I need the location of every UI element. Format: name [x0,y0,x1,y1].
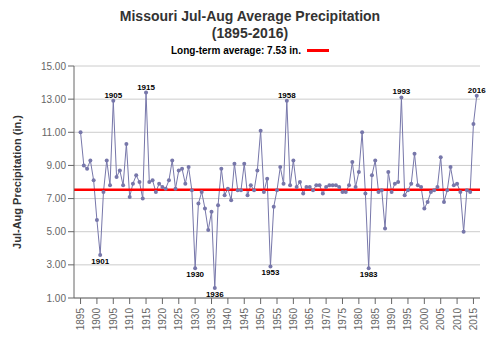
svg-text:1915: 1915 [137,83,155,92]
svg-text:15.00: 15.00 [41,61,66,72]
svg-text:9.00: 9.00 [47,160,67,171]
svg-text:1935: 1935 [206,308,217,331]
svg-text:1895: 1895 [75,308,86,331]
svg-text:1925: 1925 [173,308,184,331]
svg-text:1.00: 1.00 [47,293,67,304]
svg-text:11.00: 11.00 [42,127,67,138]
svg-text:1950: 1950 [255,308,266,331]
svg-text:1995: 1995 [402,308,413,331]
svg-text:2005: 2005 [435,308,446,331]
svg-text:7.00: 7.00 [47,193,67,204]
svg-text:Jul-Aug Precipitation (in.): Jul-Aug Precipitation (in.) [11,115,23,249]
svg-text:1990: 1990 [386,308,397,331]
svg-text:1955: 1955 [272,308,283,331]
svg-text:1910: 1910 [124,308,135,331]
svg-text:1936: 1936 [206,290,224,299]
html-text:(1895-2016): (1895-2016) [211,25,289,41]
svg-text:13.00: 13.00 [41,94,66,105]
svg-text:1930: 1930 [190,308,201,331]
svg-text:1900: 1900 [91,308,102,331]
svg-text:1958: 1958 [278,91,296,100]
svg-text:2000: 2000 [419,308,430,331]
svg-text:1920: 1920 [157,308,168,331]
svg-text:1985: 1985 [370,308,381,331]
html-text:Long-term average: 7.53 in.: Long-term average: 7.53 in. [171,44,301,56]
svg-text:5.00: 5.00 [47,226,67,237]
svg-text:1980: 1980 [353,308,364,331]
svg-text:1983: 1983 [360,270,378,279]
svg-text:1905: 1905 [108,308,119,331]
svg-text:1975: 1975 [337,308,348,331]
svg-text:1993: 1993 [393,87,411,96]
svg-text:1970: 1970 [321,308,332,331]
html-text:Missouri Jul-Aug Average Preci: Missouri Jul-Aug Average Precipitation [119,8,381,24]
svg-text:2015: 2015 [468,308,479,331]
svg-text:1965: 1965 [304,308,315,331]
svg-text:2016: 2016 [468,86,486,95]
svg-text:1905: 1905 [104,91,122,100]
svg-text:1940: 1940 [222,308,233,331]
svg-text:3.00: 3.00 [47,259,67,270]
svg-text:1953: 1953 [262,268,280,277]
svg-text:1960: 1960 [288,308,299,331]
svg-text:1930: 1930 [186,270,204,279]
svg-text:1901: 1901 [91,257,109,266]
svg-text:1915: 1915 [141,308,152,331]
svg-text:1945: 1945 [239,308,250,331]
svg-text:2010: 2010 [452,308,463,331]
